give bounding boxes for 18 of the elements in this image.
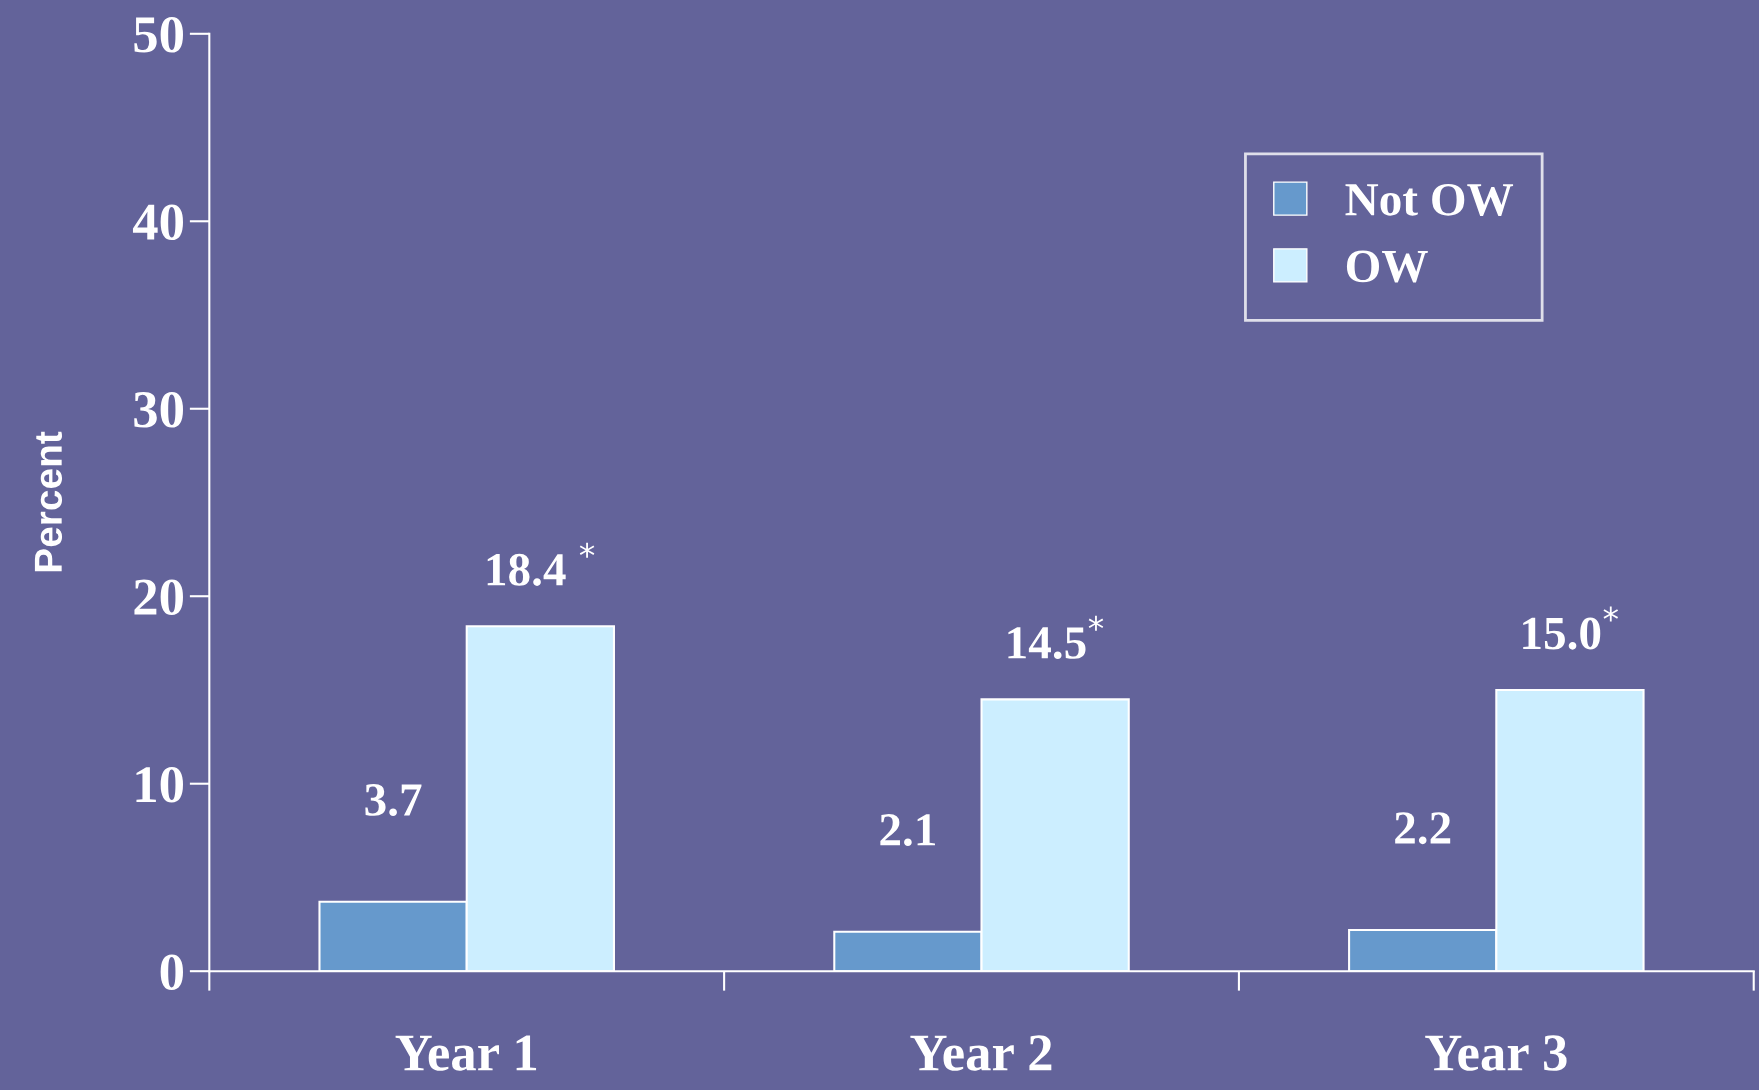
legend-label: Not OW <box>1345 183 1514 216</box>
data-label: 3.7 <box>365 784 422 817</box>
data-label: 2.1 <box>880 814 935 847</box>
y-tick-label: 10 <box>136 766 183 803</box>
data-label: 2.2 <box>1395 812 1451 845</box>
data-label: 14.5$^{*}$ <box>1008 615 1104 660</box>
x-tick-label: Year 2 <box>910 1035 1052 1071</box>
y-tick-label: 30 <box>134 391 183 428</box>
y-tick-label: 50 <box>134 17 183 53</box>
data-label: 15.0$^{*}$ <box>1523 606 1619 650</box>
data-label: 18.4 $^{*}$ <box>487 542 595 586</box>
y-axis-title: Percent <box>34 431 63 572</box>
legend-label: OW <box>1346 250 1428 283</box>
y-tick-label: 20 <box>134 579 183 616</box>
y-tick-label: 40 <box>132 204 183 241</box>
x-tick-label: Year 1 <box>395 1035 537 1071</box>
y-tick-label: 0 <box>160 954 183 991</box>
x-tick-label: Year 3 <box>1425 1035 1567 1071</box>
